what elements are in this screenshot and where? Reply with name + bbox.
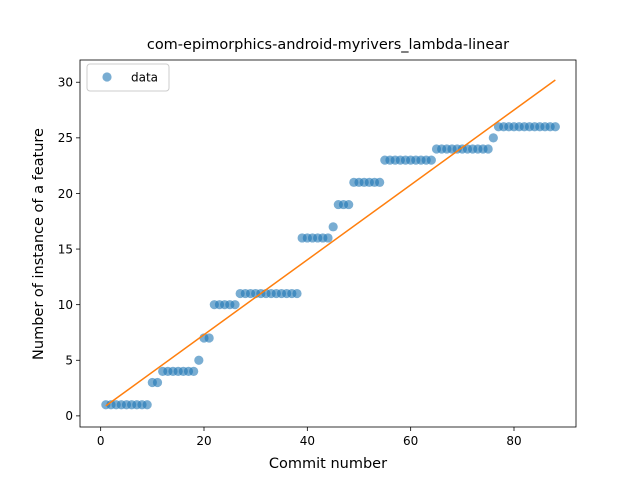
data-point [142,400,152,410]
y-tick-label: 15 [58,242,73,256]
y-tick-label: 0 [65,409,73,423]
data-point [375,177,385,187]
y-tick-label: 10 [58,298,73,312]
axis-ticks: 0 20 40 60 80 0 5 10 15 20 25 30 [58,76,522,448]
x-tick-label: 0 [97,434,105,448]
linear-fit-line [105,79,556,407]
x-tick-label: 40 [300,434,315,448]
y-tick-label: 25 [58,131,73,145]
data-point [344,199,354,210]
x-axis-label: Commit number [269,456,387,472]
legend-marker-data [102,72,112,82]
data-point [152,377,163,388]
x-tick-label: 60 [403,434,418,448]
plot-area [101,79,560,410]
data-point [230,300,240,310]
x-tick-label: 80 [506,434,521,448]
legend-frame [86,63,170,92]
data-point [194,355,204,365]
data-point [426,155,436,165]
legend-label-data: data [131,71,158,85]
data-point [483,144,493,154]
data-point [189,366,199,376]
data-point [328,222,338,232]
x-tick-label: 20 [196,434,211,448]
y-axis-label: Number of instance of a feature [31,128,47,360]
y-tick-label: 20 [58,187,73,201]
data-point [488,133,498,143]
chart-title: com-epimorphics-android-myrivers_lambda-… [147,37,509,53]
data-point [204,333,214,343]
y-tick-label: 5 [65,354,73,368]
data-point [323,233,333,243]
axes-frame [79,59,577,428]
legend: data [86,63,170,92]
y-tick-label: 30 [58,76,73,90]
data-point [550,122,560,132]
data-point [292,288,302,299]
